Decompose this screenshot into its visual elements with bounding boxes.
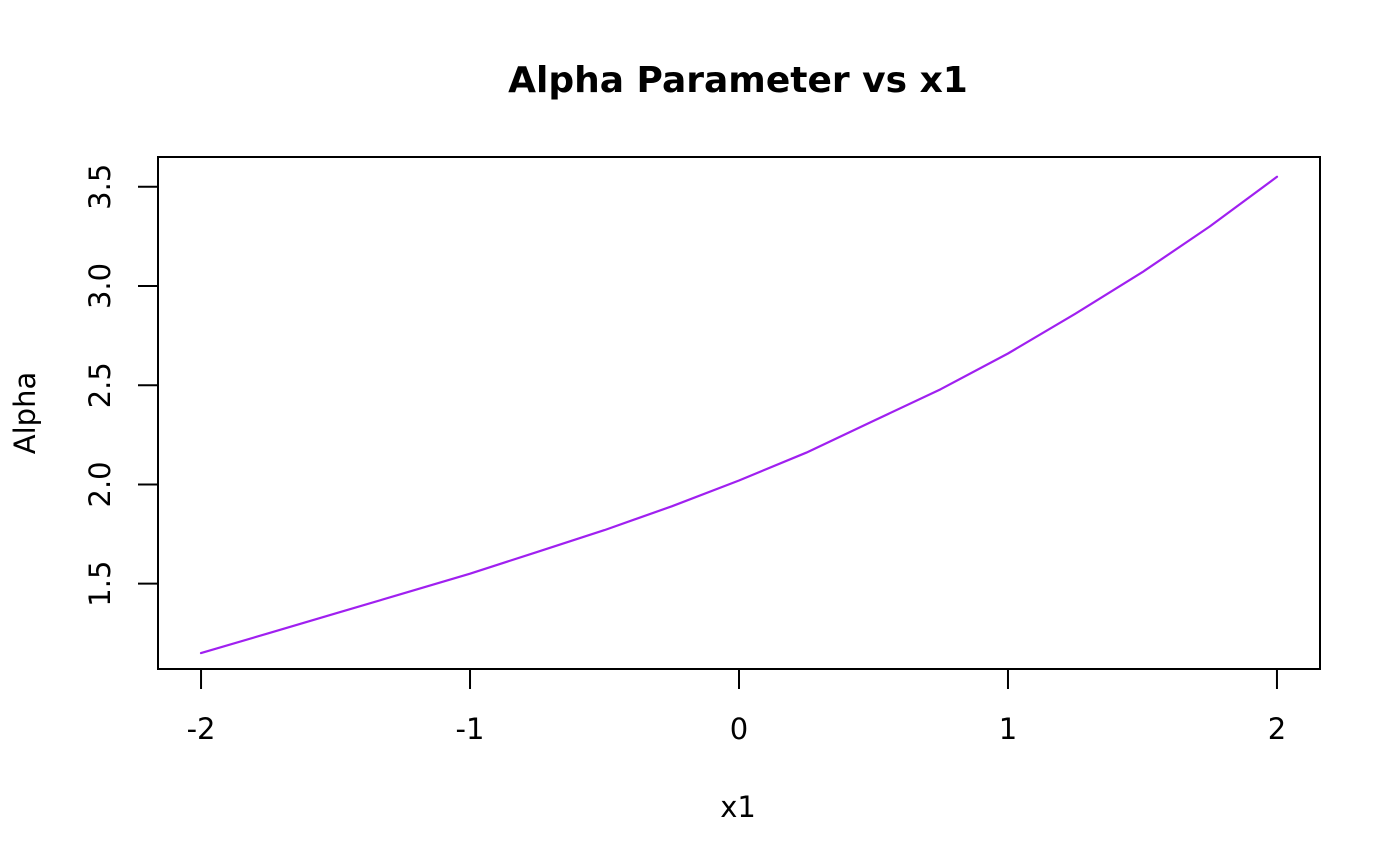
series-line — [199, 175, 1279, 655]
y-tick-label: 3.5 — [83, 164, 117, 210]
y-axis-label: Alpha — [8, 372, 42, 454]
y-axis: 1.5 2.0 2.5 3.0 3.5 — [83, 164, 159, 607]
y-tick-label: 2.5 — [83, 362, 117, 408]
x-axis: -2 -1 0 1 2 — [187, 668, 1286, 746]
x-tick-label: 2 — [1268, 712, 1286, 746]
x-axis-label: x1 — [720, 790, 756, 824]
x-tick-label: -1 — [456, 712, 485, 746]
x-tick-label: -2 — [187, 712, 216, 746]
y-tick-label: 2.0 — [83, 461, 117, 507]
chart-title: Alpha Parameter vs x1 — [508, 60, 968, 101]
y-tick-label: 3.0 — [83, 263, 117, 309]
y-tick-label: 1.5 — [83, 561, 117, 607]
x-tick-label: 0 — [730, 712, 748, 746]
series-layer — [199, 175, 1279, 655]
x-tick-label: 1 — [999, 712, 1017, 746]
plot-frame — [157, 156, 1321, 670]
